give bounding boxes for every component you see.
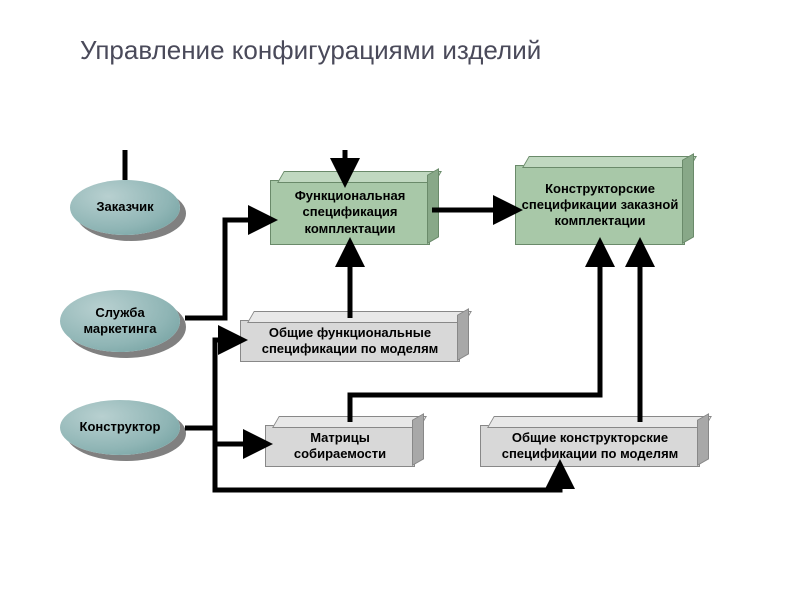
node-gendesign: Общие конструкторские спецификации по мо… [480,425,700,467]
node-label: Функциональная спецификация комплектации [275,188,425,237]
node-designspec: Конструкторские спецификации заказной ко… [515,165,685,245]
node-label: Общие функциональные спецификации по мод… [245,325,455,358]
node-label: Служба маркетинга [64,305,176,338]
node-label: Конструкторские спецификации заказной ко… [520,181,680,230]
node-label: Общие конструкторские спецификации по мо… [485,430,695,463]
node-label: Конструктор [80,419,161,435]
node-funcspec: Функциональная спецификация комплектации [270,180,430,245]
node-designer: Конструктор [60,400,180,455]
node-customer: Заказчик [70,180,180,235]
node-label: Заказчик [96,199,153,215]
node-label: Матрицы собираемости [270,430,410,463]
page-title: Управление конфигурациями изделий [80,35,541,66]
node-genfunc: Общие функциональные спецификации по мод… [240,320,460,362]
flowchart: Заказчик Служба маркетинга Конструктор Ф… [60,150,740,570]
node-matrix: Матрицы собираемости [265,425,415,467]
node-marketing: Служба маркетинга [60,290,180,352]
